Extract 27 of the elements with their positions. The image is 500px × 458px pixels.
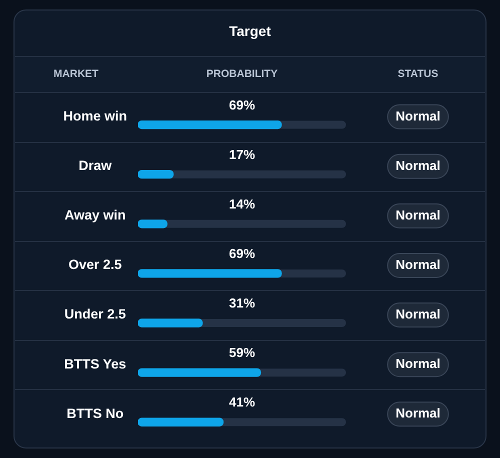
text: Normal bbox=[396, 108, 440, 124]
x-axis-title: PROBABILITY bbox=[206, 68, 278, 80]
data-label: 69% bbox=[228, 97, 256, 112]
y-tick-label: BTTS Yes bbox=[64, 356, 126, 372]
y-tick-label: Under 2.5 bbox=[64, 306, 126, 322]
data-label: 69% bbox=[228, 246, 256, 262]
text: Normal bbox=[396, 207, 440, 222]
chart-title: Target bbox=[229, 22, 272, 39]
y-tick-label: Over 2.5 bbox=[68, 257, 122, 272]
data-label: 14% bbox=[228, 196, 256, 212]
bar bbox=[138, 220, 168, 228]
y-tick-label: Draw bbox=[78, 158, 112, 174]
y-tick-label: BTTS No bbox=[66, 406, 124, 421]
data-label: 17% bbox=[228, 146, 256, 162]
text: Normal bbox=[396, 306, 440, 322]
data-label: 31% bbox=[228, 296, 256, 311]
data-label: 41% bbox=[228, 394, 256, 410]
text: STATUS bbox=[398, 68, 438, 80]
text: Normal bbox=[396, 257, 440, 272]
data-label: 59% bbox=[228, 345, 256, 360]
y-tick-label: Away win bbox=[64, 208, 126, 223]
text: Normal bbox=[396, 158, 440, 173]
bar bbox=[138, 170, 174, 179]
text: Normal bbox=[396, 356, 440, 372]
text: Normal bbox=[396, 406, 440, 421]
y-tick-label: Home win bbox=[63, 108, 128, 124]
y-axis-title: MARKET bbox=[54, 68, 100, 80]
